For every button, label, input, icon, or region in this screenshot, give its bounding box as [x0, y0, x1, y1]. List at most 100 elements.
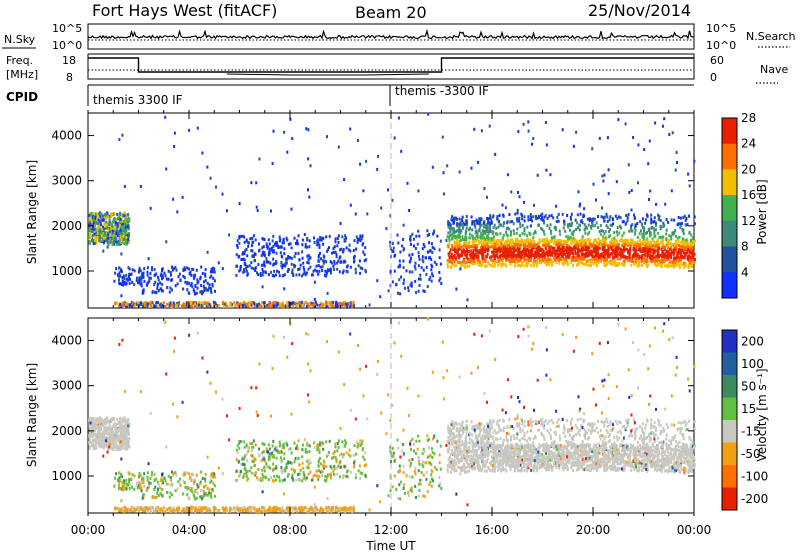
power-point	[652, 239, 655, 243]
power-point	[103, 239, 106, 243]
power-point	[483, 187, 486, 191]
power-point	[138, 266, 141, 270]
power-point	[146, 281, 149, 285]
power-point	[98, 219, 101, 223]
power-point	[562, 263, 565, 267]
power-point	[668, 238, 670, 242]
power-point	[417, 289, 420, 293]
power-point	[313, 301, 316, 305]
power-point	[634, 257, 637, 260]
power-point	[317, 259, 320, 263]
power-point	[532, 253, 535, 257]
power-point	[501, 252, 504, 255]
power-point	[690, 264, 693, 268]
power-point	[683, 239, 686, 243]
power-point	[296, 239, 299, 243]
power-point	[94, 217, 97, 221]
power-point	[615, 243, 618, 247]
power-point	[292, 274, 295, 278]
power-point	[667, 256, 670, 260]
power-point	[496, 255, 499, 259]
power-point	[482, 230, 485, 234]
power-point	[94, 241, 97, 245]
power-point	[278, 235, 281, 239]
power-point	[480, 246, 482, 250]
power-point	[557, 213, 560, 216]
power-point	[253, 255, 255, 259]
power-point	[113, 217, 116, 221]
velocity-point	[95, 423, 97, 427]
power-point	[489, 222, 492, 226]
power-point	[418, 257, 421, 261]
power-point	[465, 219, 468, 223]
power-point	[146, 273, 149, 277]
power-point	[316, 303, 319, 307]
power-point	[475, 234, 478, 238]
power-point	[481, 236, 484, 240]
power-point	[119, 211, 121, 215]
power-point	[589, 242, 592, 246]
power-point	[597, 215, 599, 218]
power-point	[205, 288, 208, 292]
power-point	[671, 231, 674, 235]
power-point	[503, 241, 506, 245]
power-point	[337, 145, 340, 149]
power-point	[527, 237, 530, 241]
power-point	[392, 246, 395, 250]
power-point	[184, 280, 187, 284]
power-point	[471, 228, 474, 232]
power-point	[592, 217, 595, 221]
power-point	[473, 239, 476, 243]
power-point	[340, 247, 343, 251]
power-point	[542, 250, 545, 253]
power-point	[598, 136, 601, 140]
power-point	[595, 198, 597, 202]
power-point	[579, 212, 582, 216]
power-point	[263, 260, 266, 264]
power-point	[393, 269, 396, 273]
power-point	[559, 252, 562, 256]
power-point	[538, 249, 541, 253]
power-point	[431, 265, 434, 268]
power-point	[98, 233, 101, 237]
nsky-line	[87, 28, 695, 40]
power-point	[688, 184, 691, 188]
power-point	[540, 213, 542, 217]
power-point	[543, 244, 546, 247]
power-point	[633, 216, 636, 220]
power-point	[458, 223, 461, 227]
power-point	[114, 240, 117, 243]
power-point	[345, 302, 348, 306]
power-point	[521, 261, 524, 265]
power-point	[678, 251, 680, 255]
power-point	[462, 259, 465, 263]
power-point	[670, 189, 673, 193]
power-point	[525, 261, 528, 265]
power-point	[188, 281, 190, 285]
power-point	[674, 245, 677, 249]
power-point	[125, 273, 128, 277]
power-point	[505, 264, 508, 268]
power-point	[495, 226, 498, 230]
power-point	[574, 243, 576, 247]
power-point	[156, 284, 159, 288]
power-point	[348, 243, 351, 247]
power-point	[635, 249, 638, 253]
power-point	[500, 223, 502, 227]
power-point	[480, 234, 483, 238]
power-point	[542, 218, 544, 222]
power-point	[303, 271, 306, 275]
power-point	[593, 257, 596, 261]
power-point	[318, 245, 321, 249]
power-point	[593, 249, 596, 253]
power-point	[611, 218, 614, 222]
power-point	[461, 254, 464, 257]
power-point	[673, 250, 676, 254]
velocity-point	[94, 440, 97, 444]
power-point	[487, 245, 489, 249]
power-point	[460, 218, 463, 222]
power-point	[209, 270, 212, 274]
power-point	[623, 259, 626, 263]
power-point	[632, 246, 635, 250]
power-point	[535, 247, 538, 251]
